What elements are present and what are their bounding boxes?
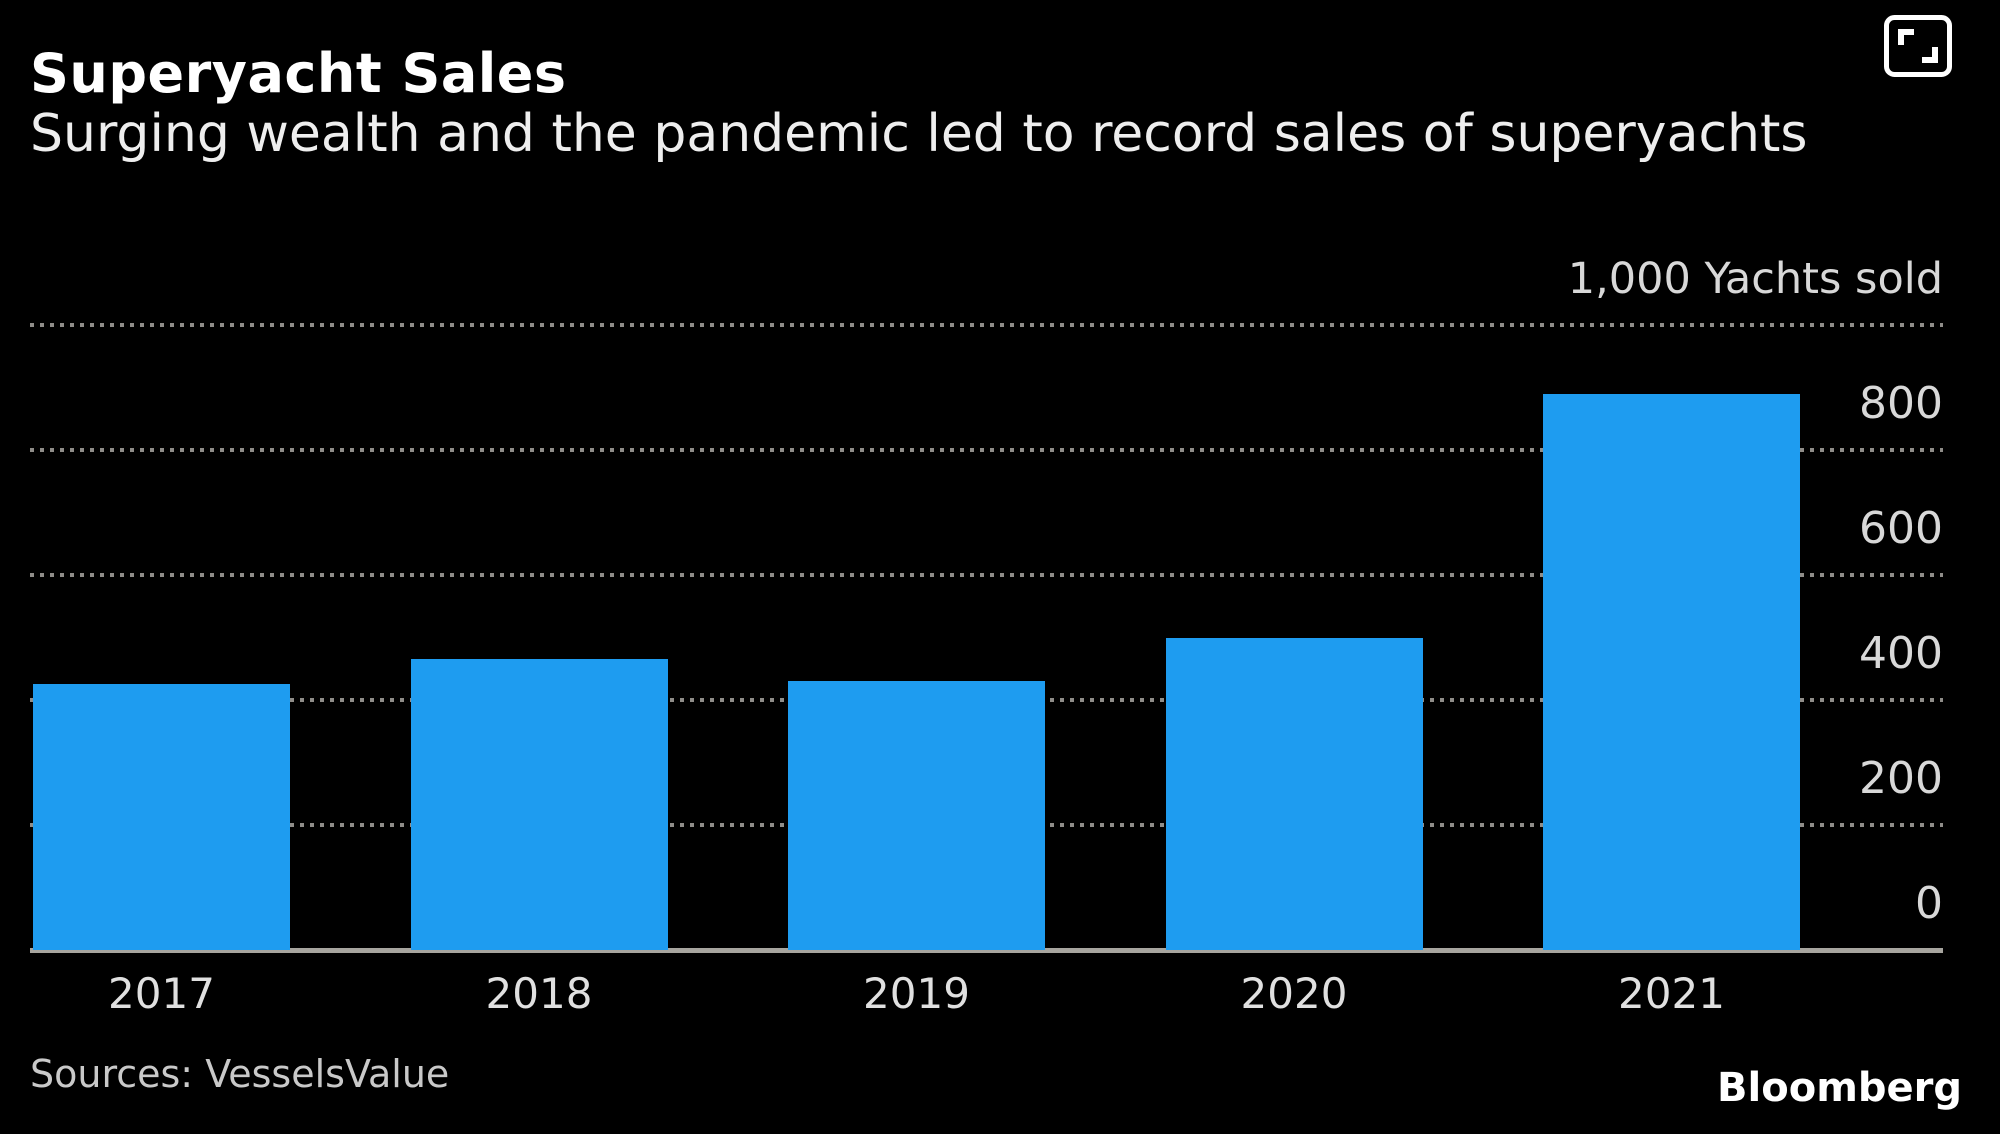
fullscreen-expand-icon: [1883, 14, 1953, 78]
bar-2019: [788, 681, 1045, 950]
y-axis-tick-label-0: 0: [1915, 878, 1943, 929]
bar-2021: [1543, 393, 1800, 950]
gridline-600: [30, 573, 1943, 577]
x-axis-label-2018: 2018: [485, 969, 593, 1018]
y-axis-tick-label-800: 800: [1859, 378, 1943, 429]
bloomberg-logo: Bloomberg: [1717, 1065, 1962, 1111]
y-axis-unit-label: 1,000 Yachts sold: [1567, 254, 1943, 304]
x-axis-label-2020: 2020: [1240, 969, 1348, 1018]
chart-subtitle: Surging wealth and the pandemic led to r…: [30, 104, 1808, 164]
gridline-1000: [30, 323, 1943, 327]
x-axis-label-2019: 2019: [863, 969, 970, 1018]
bar-2017: [33, 684, 290, 950]
x-axis-line: [30, 948, 1943, 953]
source-attribution: Sources: VesselsValue: [30, 1052, 450, 1096]
y-axis-tick-label-400: 400: [1859, 628, 1943, 679]
chart-title: Superyacht Sales: [30, 42, 567, 105]
bar-2018: [410, 659, 668, 950]
x-axis-label-2017: 2017: [108, 969, 215, 1018]
bar-2020: [1165, 637, 1423, 950]
gridline-800: [30, 448, 1943, 452]
y-axis-tick-label-600: 600: [1859, 503, 1943, 554]
x-axis-label-2021: 2021: [1618, 969, 1725, 1018]
y-axis-tick-label-200: 200: [1859, 753, 1943, 804]
fullscreen-expand-button[interactable]: [1883, 14, 1953, 78]
